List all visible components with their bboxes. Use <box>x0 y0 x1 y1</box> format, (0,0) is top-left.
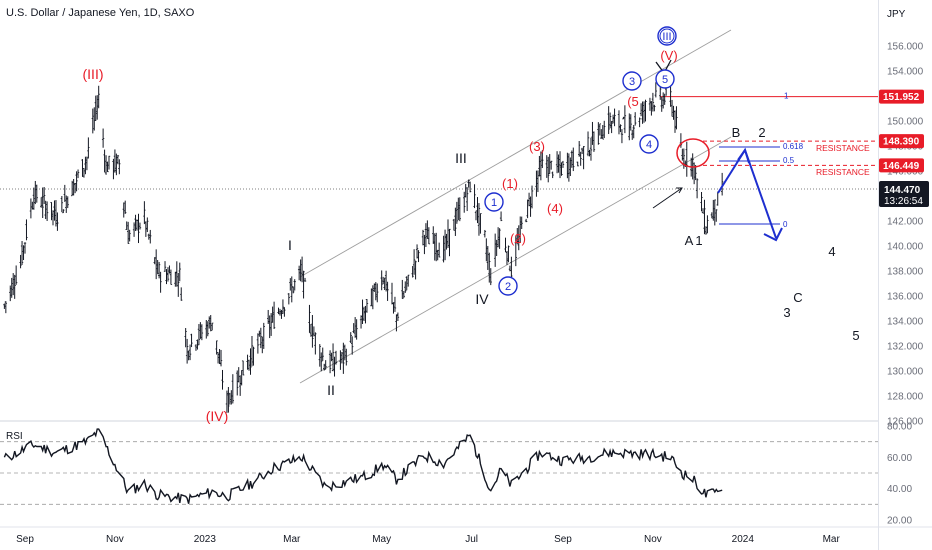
svg-text:148.390: 148.390 <box>883 137 920 148</box>
rsi-tick-label: 80.00 <box>887 422 912 433</box>
wave-circle <box>639 134 659 154</box>
wave-label: (5 <box>627 94 639 109</box>
price-badge-146449[interactable]: 146.449 <box>879 158 924 173</box>
wave-label: (V) <box>660 48 677 63</box>
wave-label: II <box>327 382 335 398</box>
wave-circle-inner <box>659 28 675 44</box>
wave-label: B <box>732 125 741 140</box>
time-tick-label: Mar <box>283 534 301 545</box>
price-axis-divider <box>878 0 879 550</box>
fib-label-1: 1 <box>784 92 789 101</box>
rsi-tick-label: 20.00 <box>887 516 912 527</box>
price-tick-label: 136.000 <box>887 292 924 303</box>
wave-label: C <box>793 290 802 305</box>
time-tick-label: Mar <box>823 534 841 545</box>
chart-title: U.S. Dollar / Japanese Yen, 1D, SAXO <box>6 7 195 19</box>
svg-text:13:26:54: 13:26:54 <box>884 196 923 207</box>
highlight-circle <box>676 138 710 168</box>
wave-label: 1 <box>695 233 702 248</box>
time-tick-label: 2023 <box>194 534 217 545</box>
wave-label: III <box>662 31 671 43</box>
price-badge-148390[interactable]: 148.390 <box>879 134 924 149</box>
rsi-label: RSI <box>6 431 23 442</box>
price-tick-label: 134.000 <box>887 317 924 328</box>
wave-label: (1) <box>502 176 518 191</box>
wave-label: (3) <box>529 139 545 154</box>
wave-label: 3 <box>783 305 790 320</box>
wave-label: (4) <box>547 201 563 216</box>
resistance-note-2: RESISTANCE <box>816 167 870 177</box>
price-tick-label: 130.000 <box>887 367 924 378</box>
price-tick-label: 156.000 <box>887 42 924 53</box>
wave-label: A <box>685 233 694 248</box>
wave-label: 2 <box>758 125 765 140</box>
projection-path <box>717 147 783 242</box>
wave-label: (III) <box>83 66 104 82</box>
rsi-line <box>3 428 723 504</box>
rsi-tick-label: 60.00 <box>887 453 912 464</box>
wave-label: 4 <box>646 139 652 151</box>
wave-label: 4 <box>828 244 835 259</box>
wave-circle <box>498 276 518 296</box>
time-tick-label: Nov <box>644 534 662 545</box>
wave-circle <box>622 71 642 91</box>
price-tick-label: 132.000 <box>887 342 924 353</box>
time-tick-label: Nov <box>106 534 124 545</box>
wave-label: IV <box>475 291 489 307</box>
wave-label: 3 <box>629 76 635 88</box>
svg-text:151.952: 151.952 <box>883 92 920 103</box>
currency-label[interactable]: JPY <box>887 9 906 20</box>
wave-label: (2) <box>510 231 526 246</box>
wave-circle <box>484 192 504 212</box>
price-tick-label: 140.000 <box>887 242 924 253</box>
arrow-head <box>676 187 683 194</box>
time-tick-label: Jul <box>465 534 478 545</box>
price-tick-label: 126.000 <box>887 417 924 428</box>
price-badge-151952[interactable]: 151.952 <box>879 89 924 104</box>
wave-label: I <box>288 237 292 253</box>
time-tick-label: Sep <box>16 534 34 545</box>
price-tick-label: 128.000 <box>887 392 924 403</box>
price-tick-label: 150.000 <box>887 117 924 128</box>
fib-label-05: 0.5 <box>783 156 795 165</box>
wave-label: (IV) <box>206 408 229 424</box>
price-bars <box>3 82 724 413</box>
price-tick-label: 142.000 <box>887 217 924 228</box>
wave-label: 2 <box>505 281 511 293</box>
time-tick-label: 2024 <box>732 534 755 545</box>
wave-label: 5 <box>852 328 859 343</box>
price-tick-label: 138.000 <box>887 267 924 278</box>
price-tick-label: 154.000 <box>887 67 924 78</box>
wave-circle <box>655 69 675 89</box>
svg-text:144.470: 144.470 <box>884 185 921 196</box>
svg-text:146.449: 146.449 <box>883 161 920 172</box>
fib-label-0: 0 <box>783 220 788 229</box>
wave-label: III <box>455 150 467 166</box>
fib-label-0618: 0.618 <box>783 142 804 151</box>
wave-label: 1 <box>491 197 497 209</box>
wave-label: 5 <box>662 74 668 86</box>
time-tick-label: May <box>372 534 391 545</box>
time-tick-label: Sep <box>554 534 572 545</box>
resistance-note-1: RESISTANCE <box>816 143 870 153</box>
rsi-tick-label: 40.00 <box>887 484 912 495</box>
arrow-line <box>652 187 683 209</box>
wave-circle <box>657 26 677 46</box>
